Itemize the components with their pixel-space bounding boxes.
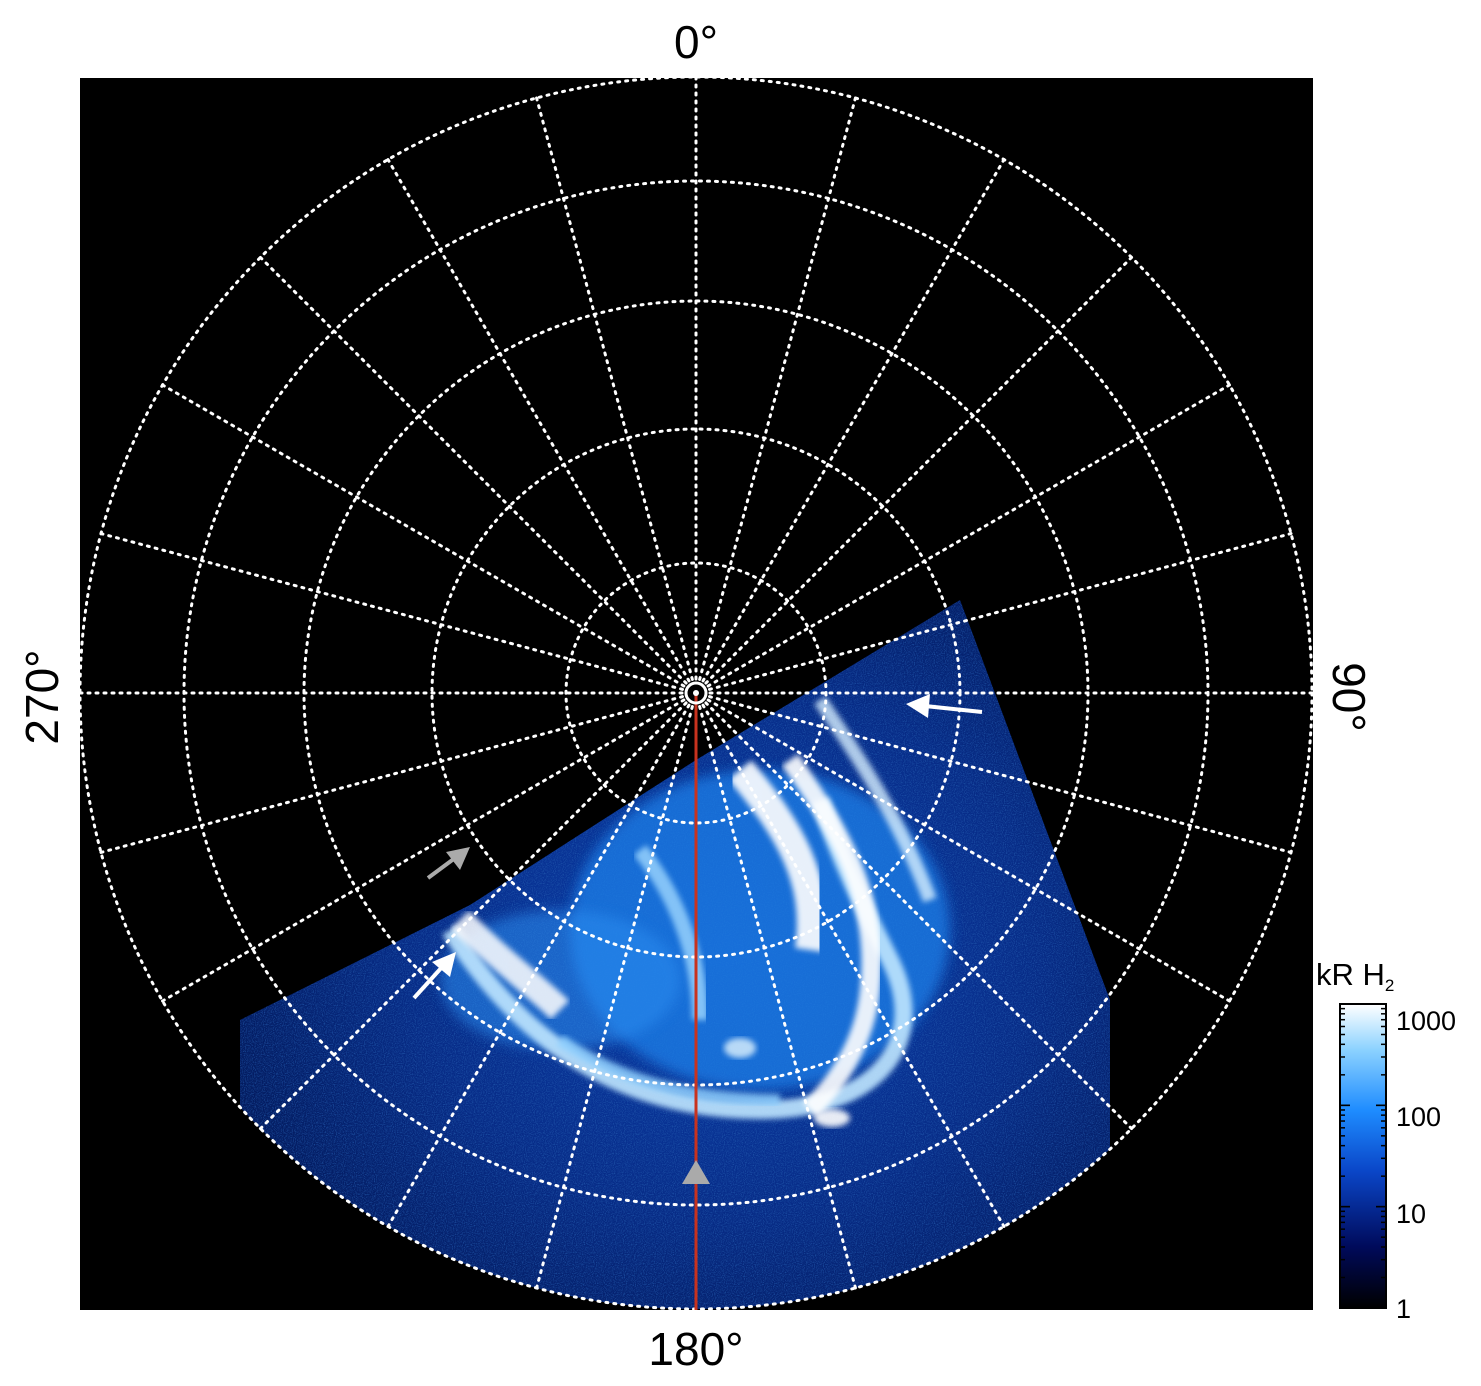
- gray-triangle-marker: [682, 1160, 710, 1184]
- colorbar: kR H2 1000 100 10 1: [1316, 957, 1456, 1324]
- grid-ring: [564, 561, 828, 825]
- colorbar-title: kR H2: [1316, 957, 1394, 995]
- colorbar-tick-label-1000: 1000: [1396, 1006, 1456, 1036]
- colorbar-tick-label-100: 100: [1396, 1102, 1441, 1132]
- gray-arrow-upper-left: [426, 847, 470, 880]
- colorbar-tick-label-1: 1: [1396, 1294, 1411, 1324]
- longitude-label-left: 270°: [16, 649, 68, 744]
- pole-marker: [684, 681, 708, 705]
- colorbar-gradient: [1339, 1003, 1387, 1309]
- longitude-label-right: 90°: [1323, 662, 1375, 732]
- longitude-label-top: 0°: [674, 16, 718, 68]
- white-arrow-left: [412, 952, 456, 1000]
- longitude-label-bottom: 180°: [648, 1323, 743, 1375]
- white-arrow-right: [906, 694, 983, 718]
- colorbar-tick-label-10: 10: [1396, 1199, 1426, 1229]
- colorbar-ticks: [1340, 1003, 1386, 1309]
